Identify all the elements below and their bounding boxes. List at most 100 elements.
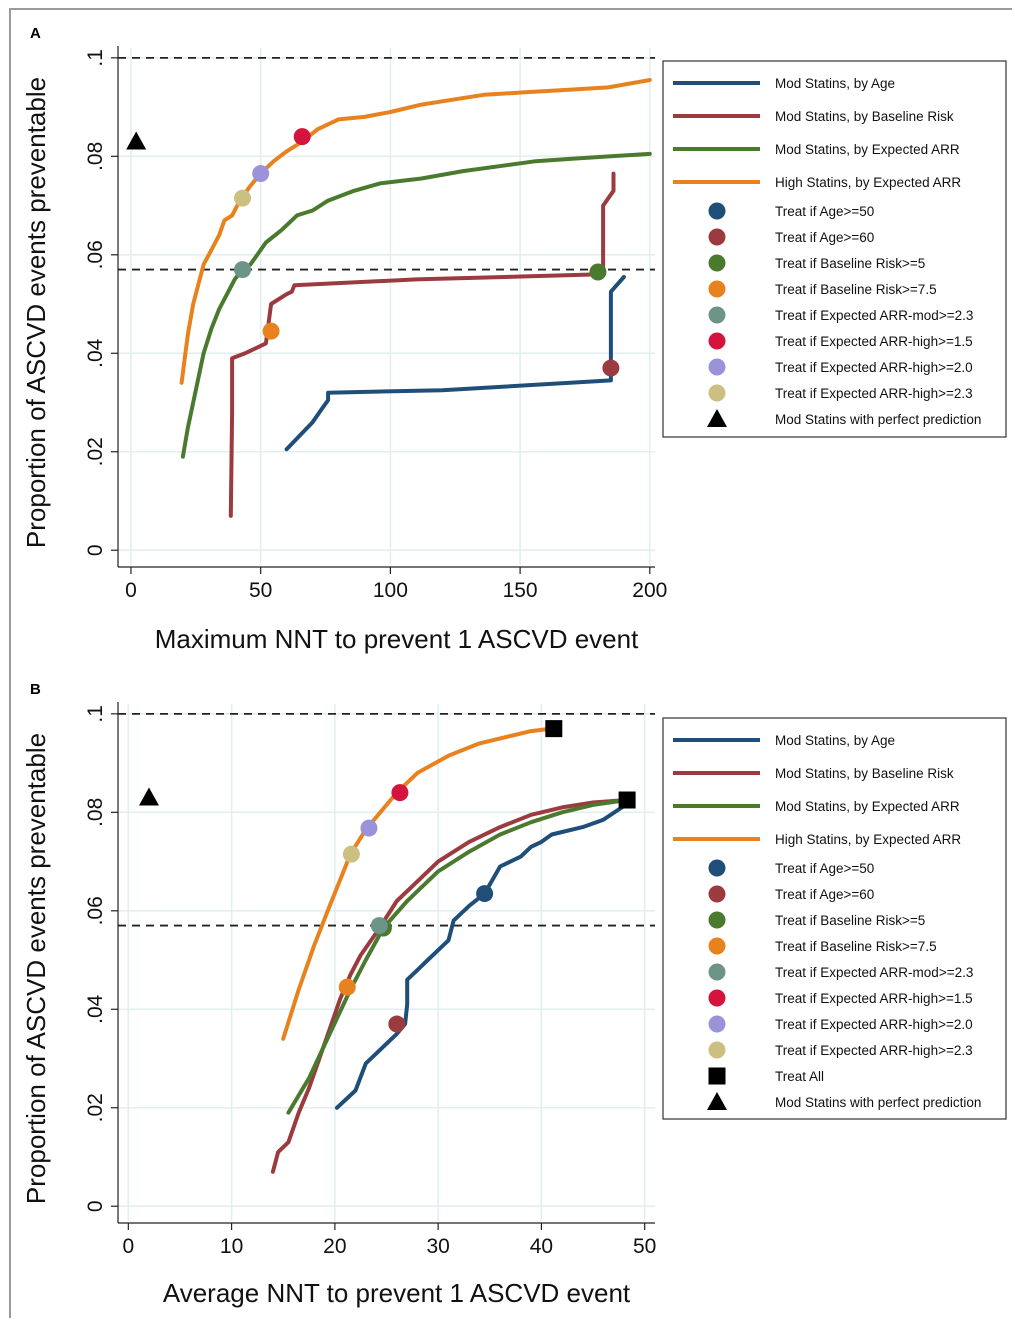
pb-marker-treat-if-expected-arr-high-1-5 (391, 784, 409, 802)
pb-legend-label-mod-statins-with-perfect-prediction: Mod Statins with perfect prediction (775, 1095, 981, 1110)
pb-legend-swatch-treat-if-age-50 (708, 859, 726, 877)
pb-x-tick-label-2: 20 (323, 1235, 346, 1258)
chart-a: A 0 50 100 150 200 0 .02 .04 .06 .08 .1 Maximum NNT … (21, 25, 1007, 654)
pa-x-tick-label-4: 200 (632, 579, 667, 602)
pa-legend-label-mod-statins-by-expected-arr: Mod Statins, by Expected ARR (775, 142, 960, 157)
pb-legend-label-mod-statins-by-age: Mod Statins, by Age (775, 733, 895, 748)
pb-legend-swatch-treat-if-baseline-risk-7-5 (708, 937, 726, 955)
pb-series-mod-statins-by-expected-arr (286, 798, 630, 1115)
pa-marker-mod-statins-with-perfect-prediction (126, 131, 147, 150)
pa-legend-label-treat-if-expected-arr-mod-2-3: Treat if Expected ARR-mod>=2.3 (775, 308, 973, 323)
pa-y-axis-title: Proportion of ASCVD events preventable (21, 77, 51, 548)
pb-series-mod-statins-by-baseline-risk (270, 798, 630, 1174)
pb-marker-treat-if-expected-arr-mod-2-3 (370, 917, 388, 935)
panel-a: A 0 50 100 150 200 0 .02 .04 .06 .08 .1 Maximum NNT … (0, 0, 1015, 660)
pb-legend-swatch-treat-if-expected-arr-mod-2-3 (708, 963, 726, 981)
pa-legend-label-mod-statins-by-age: Mod Statins, by Age (775, 76, 895, 91)
pa-marker-treat-if-expected-arr-high-1-5 (293, 128, 311, 146)
chart-b: B 0 10 20 30 40 50 0 .02 .04 .06 .08 .1 Average NNT t… (21, 681, 1007, 1308)
pa-marker-treat-if-baseline-risk-5 (589, 263, 607, 281)
pb-legend-swatch-treat-if-expected-arr-high-2-3 (708, 1041, 726, 1059)
pb-y-axis-title: Proportion of ASCVD events preventable (21, 733, 51, 1204)
pb-marker-treat-if-baseline-risk-7-5 (338, 978, 356, 996)
pb-legend-label-treat-if-age-60: Treat if Age>=60 (775, 887, 874, 902)
pa-legend-swatch-treat-if-age-60 (708, 228, 726, 246)
pa-y-tick-label-5: .1 (84, 49, 107, 67)
figure-frame (9, 8, 1012, 1318)
pa-y-tick-label-3: .06 (84, 240, 107, 269)
pa-y-tick-label-0: 0 (84, 544, 107, 556)
pb-legend-label-mod-statins-by-expected-arr: Mod Statins, by Expected ARR (775, 799, 960, 814)
pa-series-mod-statins-by-expected-arr (180, 151, 652, 459)
pa-legend-swatch-treat-if-baseline-risk-5 (708, 254, 726, 272)
pa-legend-swatch-mod-statins-with-perfect-prediction (707, 409, 727, 427)
pa-legend-label-mod-statins-by-baseline-risk: Mod Statins, by Baseline Risk (775, 109, 954, 124)
pb-legend-label-treat-all: Treat All (775, 1069, 824, 1084)
pb-legend-label-mod-statins-by-baseline-risk: Mod Statins, by Baseline Risk (775, 766, 954, 781)
pb-x-axis-title: Average NNT to prevent 1 ASCVD event (163, 1278, 631, 1308)
pb-y-tick-label-5: .1 (84, 705, 107, 723)
pa-marker-treat-if-expected-arr-mod-2-3 (234, 261, 252, 279)
pb-y-tick-label-0: 0 (84, 1200, 107, 1212)
pa-legend-swatch-treat-if-expected-arr-high-2-0 (708, 358, 726, 376)
pb-legend-label-treat-if-baseline-risk-5: Treat if Baseline Risk>=5 (775, 913, 925, 928)
pb-y-tick-label-1: .02 (84, 1093, 107, 1122)
pa-marker-treat-if-expected-arr-high-2-3 (234, 189, 252, 207)
pa-marker-treat-if-baseline-risk-7-5 (262, 322, 280, 340)
pa-series-mod-statins-by-baseline-risk (228, 171, 616, 518)
pb-legend-swatch-treat-if-expected-arr-high-1-5 (708, 989, 726, 1007)
pa-legend-label-treat-if-age-60: Treat if Age>=60 (775, 230, 874, 245)
pb-x-tick-label-0: 0 (122, 1235, 134, 1258)
pb-y-tick-label-4: .08 (84, 798, 107, 827)
pa-marker-treat-if-expected-arr-high-2-0 (252, 165, 270, 183)
pa-marker-treat-if-age-60 (602, 359, 620, 377)
pb-marker-treat-all-0 (545, 720, 563, 738)
pa-legend-swatch-treat-if-baseline-risk-7-5 (708, 280, 726, 298)
pa-x-axis-title: Maximum NNT to prevent 1 ASCVD event (155, 624, 639, 654)
pa-legend-label-treat-if-age-50: Treat if Age>=50 (775, 204, 874, 219)
pa-series-high-statins-by-expected-arr (179, 78, 652, 385)
pb-legend-label-treat-if-expected-arr-high-2-3: Treat if Expected ARR-high>=2.3 (775, 1043, 973, 1058)
pb-marker-treat-if-expected-arr-high-2-0 (360, 819, 378, 837)
pb-legend-label-treat-if-baseline-risk-7-5: Treat if Baseline Risk>=7.5 (775, 939, 937, 954)
pa-y-tick-label-2: .04 (84, 338, 107, 368)
pa-y-tick-label-1: .02 (84, 437, 107, 466)
pb-legend-swatch-treat-if-expected-arr-high-2-0 (708, 1015, 726, 1033)
panel-b: B 0 10 20 30 40 50 0 .02 .04 .06 .08 .1 Average NNT t… (0, 656, 1015, 1316)
pb-marker-treat-if-age-60 (388, 1015, 406, 1033)
pa-panel-label: A (30, 25, 41, 42)
pa-x-tick-label-3: 150 (503, 579, 538, 602)
pa-y-tick-label-4: .08 (84, 142, 107, 171)
pa-legend-label-treat-if-expected-arr-high-2-0: Treat if Expected ARR-high>=2.0 (775, 360, 973, 375)
pa-x-tick-label-1: 50 (249, 579, 272, 602)
pb-marker-mod-statins-with-perfect-prediction (138, 787, 159, 806)
pb-panel-label: B (30, 681, 41, 698)
pa-legend-label-treat-if-expected-arr-high-1-5: Treat if Expected ARR-high>=1.5 (775, 334, 973, 349)
pb-marker-treat-if-expected-arr-high-2-3 (342, 845, 360, 863)
pa-legend-label-treat-if-baseline-risk-7-5: Treat if Baseline Risk>=7.5 (775, 282, 937, 297)
pa-x-tick-label-2: 100 (373, 579, 408, 602)
pb-legend-label-treat-if-expected-arr-high-1-5: Treat if Expected ARR-high>=1.5 (775, 991, 973, 1006)
pb-legend-label-treat-if-expected-arr-mod-2-3: Treat if Expected ARR-mod>=2.3 (775, 965, 973, 980)
pb-legend-label-treat-if-expected-arr-high-2-0: Treat if Expected ARR-high>=2.0 (775, 1017, 973, 1032)
pb-marker-treat-if-age-50 (476, 885, 494, 903)
pb-y-tick-label-2: .04 (84, 994, 107, 1024)
pa-legend-swatch-treat-if-expected-arr-high-2-3 (708, 384, 726, 402)
pa-legend-label-treat-if-expected-arr-high-2-3: Treat if Expected ARR-high>=2.3 (775, 386, 973, 401)
pa-legend-swatch-treat-if-age-50 (708, 202, 726, 220)
pb-legend-swatch-treat-if-baseline-risk-5 (708, 911, 726, 929)
pb-y-tick-label-3: .06 (84, 896, 107, 925)
pa-legend-label-high-statins-by-expected-arr: High Statins, by Expected ARR (775, 175, 961, 190)
pb-series-mod-statins-by-age (334, 800, 632, 1110)
pa-legend-swatch-treat-if-expected-arr-high-1-5 (708, 332, 726, 350)
pa-x-tick-label-0: 0 (125, 579, 137, 602)
pb-legend-swatch-mod-statins-with-perfect-prediction (707, 1092, 727, 1110)
pb-x-tick-label-1: 10 (220, 1235, 243, 1258)
pa-series-mod-statins-by-age (284, 275, 626, 452)
pb-legend-swatch-treat-all (708, 1067, 726, 1085)
pa-legend-label-mod-statins-with-perfect-prediction: Mod Statins with perfect prediction (775, 412, 981, 427)
pb-legend-label-high-statins-by-expected-arr: High Statins, by Expected ARR (775, 832, 961, 847)
pb-marker-treat-all-1 (618, 791, 636, 809)
pb-x-tick-label-5: 50 (633, 1235, 656, 1258)
pa-legend-swatch-treat-if-expected-arr-mod-2-3 (708, 306, 726, 324)
